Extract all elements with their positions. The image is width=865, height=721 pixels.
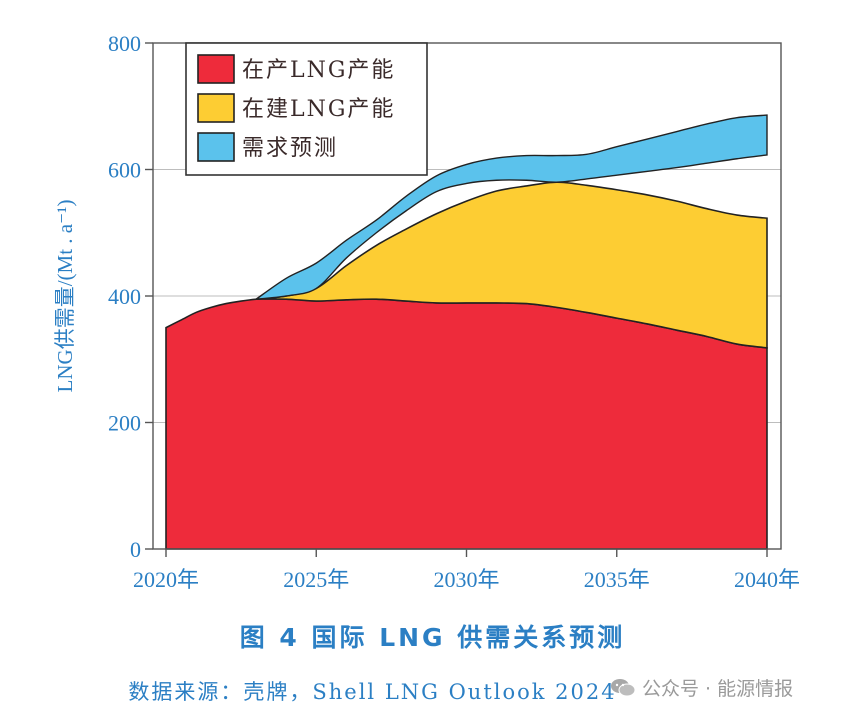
legend: 在产LNG产能 在建LNG产能 需求预测 bbox=[185, 42, 428, 176]
y-axis-label: LNG供需量/(Mt . a⁻¹) bbox=[53, 200, 77, 393]
y-tick-label: 800 bbox=[108, 31, 141, 56]
area-under-construction bbox=[256, 181, 768, 349]
x-tick-label: 2020年 bbox=[133, 567, 199, 592]
legend-label-construction: 在建LNG产能 bbox=[242, 97, 395, 122]
watermark: 公众号 · 能源情报 bbox=[610, 674, 793, 701]
area-demand-forecast bbox=[255, 114, 768, 300]
y-tick-label: 600 bbox=[108, 158, 141, 183]
x-tick-label: 2035年 bbox=[584, 567, 650, 592]
axes: 0 200 400 600 800 2020年 2025年 2030年 2035年 2040年 bbox=[108, 31, 800, 592]
watermark-text: 公众号 · 能源情报 bbox=[642, 678, 794, 700]
legend-swatch-producing bbox=[197, 54, 235, 84]
legend-swatch-demand bbox=[197, 132, 235, 162]
wechat-icon bbox=[611, 678, 636, 696]
source-caption: 数据来源：壳牌，Shell LNG Outlook 2024 bbox=[128, 680, 617, 704]
legend-label-producing: 在产LNG产能 bbox=[242, 58, 395, 83]
lng-supply-demand-chart: 0 200 400 600 800 2020年 2025年 2030年 2035年 2040年 L… bbox=[53, 31, 800, 592]
legend-swatch-construction bbox=[197, 93, 235, 123]
x-tick-label: 2030年 bbox=[433, 567, 499, 592]
area-producing-capacity bbox=[165, 297, 768, 550]
x-tick-label: 2040年 bbox=[734, 567, 800, 592]
y-tick-label: 0 bbox=[130, 537, 141, 562]
legend-label-demand: 需求预测 bbox=[242, 136, 338, 161]
x-tick-label: 2025年 bbox=[283, 567, 349, 592]
area-series bbox=[165, 114, 768, 550]
figure-caption: 图 4 国际 LNG 供需关系预测 bbox=[239, 623, 626, 652]
y-tick-label: 200 bbox=[108, 411, 141, 436]
y-tick-label: 400 bbox=[108, 284, 141, 309]
